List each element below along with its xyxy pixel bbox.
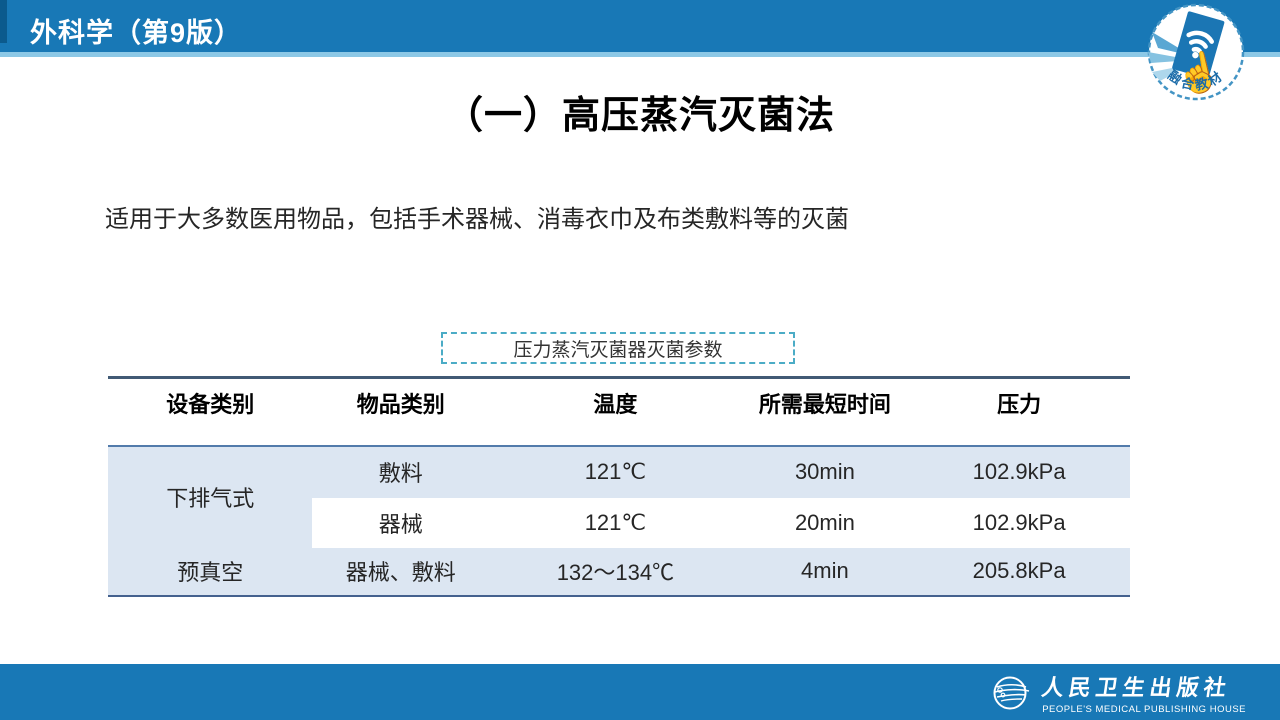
table-row: 预真空 器械、敷料 132～134℃ 4min 205.8kPa — [108, 547, 1130, 597]
col-header-temperature: 温度 — [489, 376, 742, 446]
cell-time: 30min — [741, 444, 909, 498]
cell-item: 器械、敷料 — [312, 547, 490, 597]
badge-icon: ☝ 融合教材 — [1147, 3, 1245, 101]
cell-pressure: 102.9kPa — [908, 497, 1130, 548]
page-title: （一）高压蒸汽灭菌法 — [444, 95, 835, 137]
col-header-pressure: 压力 — [908, 376, 1130, 446]
cell-temperature: 132～134℃ — [489, 547, 742, 597]
publisher-logo-icon — [993, 676, 1030, 709]
cell-pressure: 102.9kPa — [908, 444, 1130, 498]
cell-device: 下排气式 — [108, 444, 313, 548]
header-bar — [0, 0, 1280, 52]
book-title: 外科学（第9版） — [30, 18, 243, 48]
publisher-name-en: PEOPLE'S MEDICAL PUBLISHING HOUSE — [1042, 704, 1246, 715]
cell-temperature: 121℃ — [489, 497, 742, 548]
publisher-brand: 人民卫生出版社 PEOPLE'S MEDICAL PUBLISHING HOUS… — [988, 670, 1246, 715]
publisher-text-block: 人民卫生出版社 PEOPLE'S MEDICAL PUBLISHING HOUS… — [1040, 670, 1246, 715]
parameters-table: 设备类别 物品类别 温度 所需最短时间 压力 下排气式 敷料 121℃ 30mi… — [108, 376, 1130, 597]
tablet-book-icon — [1172, 11, 1225, 79]
cell-device: 预真空 — [108, 547, 313, 597]
col-header-device: 设备类别 — [108, 376, 313, 446]
table-caption: 压力蒸汽灭菌器灭菌参数 — [441, 332, 795, 364]
cell-item: 器械 — [312, 497, 490, 548]
table-row: 器械 121℃ 20min 102.9kPa — [108, 497, 1130, 548]
col-header-min-time: 所需最短时间 — [741, 376, 909, 446]
fused-textbook-badge: ☝ 融合教材 — [1146, 2, 1246, 102]
wifi-icon — [1186, 30, 1214, 59]
header-accent-strip — [0, 52, 1280, 57]
cell-time: 20min — [741, 497, 909, 548]
col-header-item: 物品类别 — [312, 376, 490, 446]
footer-bar: 人民卫生出版社 PEOPLE'S MEDICAL PUBLISHING HOUS… — [0, 664, 1280, 720]
cell-time: 4min — [741, 547, 909, 597]
table-row: 下排气式 敷料 121℃ 30min 102.9kPa — [108, 444, 1130, 548]
body-paragraph: 适用于大多数医用物品，包括手术器械、消毒衣巾及布类敷料等的灭菌 — [105, 206, 849, 233]
cell-item: 敷料 — [312, 444, 490, 498]
publisher-name-cn: 人民卫生出版社 — [1040, 675, 1233, 701]
table-header-row: 设备类别 物品类别 温度 所需最短时间 压力 — [108, 376, 1130, 446]
cell-pressure: 205.8kPa — [908, 547, 1130, 597]
header-corner-accent — [0, 0, 7, 43]
cell-temperature: 121℃ — [489, 444, 742, 498]
